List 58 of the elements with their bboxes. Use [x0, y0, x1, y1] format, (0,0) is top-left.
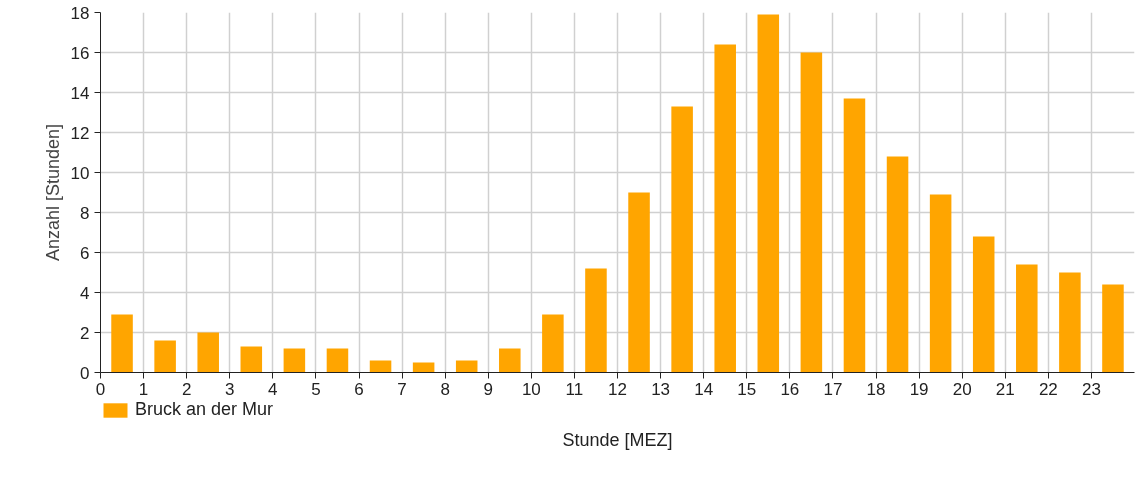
x-tick-label: 0: [95, 379, 106, 399]
x-tick-label: 20: [952, 379, 972, 399]
y-tick-label: 4: [80, 283, 90, 303]
x-tick-label: 19: [909, 379, 929, 399]
y-tick-label: 18: [70, 3, 90, 23]
bar: [154, 340, 176, 373]
bar: [929, 194, 952, 373]
bar: [714, 44, 736, 373]
y-tick-label: 0: [80, 363, 90, 383]
bar: [240, 346, 263, 373]
x-tick-label: 15: [737, 379, 757, 399]
bar: [628, 192, 650, 373]
bar: [671, 106, 693, 373]
x-tick-label: 9: [483, 379, 493, 399]
x-tick-label: 21: [995, 379, 1015, 399]
x-tick-label: 4: [268, 379, 278, 399]
x-tick-label: 8: [440, 379, 450, 399]
bar: [542, 314, 564, 373]
x-tick-label: 1: [138, 379, 149, 399]
bar: [585, 268, 607, 373]
bar: [886, 156, 909, 373]
y-tick-label: 10: [70, 163, 90, 183]
x-tick-label: 10: [521, 379, 541, 399]
bar: [1016, 264, 1038, 373]
bar: [800, 52, 823, 373]
x-tick-label: 23: [1081, 379, 1101, 399]
x-tick-label: 2: [181, 379, 192, 399]
bar: [283, 348, 306, 373]
bar: [757, 14, 780, 373]
bar: [197, 332, 219, 373]
bar: [326, 348, 349, 373]
y-tick-label: 12: [70, 123, 90, 143]
y-tick-label: 2: [80, 323, 90, 343]
x-tick-label: 14: [694, 379, 714, 399]
x-tick-label: 5: [311, 379, 321, 399]
x-tick-label: 22: [1038, 379, 1058, 399]
x-tick-label: 3: [225, 379, 235, 399]
legend-label: Bruck an der Mur: [135, 399, 274, 420]
y-tick-label: 14: [70, 83, 90, 103]
bar: [1102, 284, 1124, 373]
y-tick-label: 8: [80, 203, 90, 223]
x-tick-label: 13: [651, 379, 671, 399]
y-tick-label: 16: [70, 43, 90, 63]
x-axis-title: Stunde [MEZ]: [562, 429, 673, 450]
y-axis-title: Anzahl [Stunden]: [42, 123, 63, 262]
x-tick-label: 12: [608, 379, 627, 399]
x-tick-label: 16: [780, 379, 800, 399]
x-tick-label: 7: [397, 379, 407, 399]
bar: [972, 236, 995, 373]
x-tick-label: 6: [354, 379, 364, 399]
x-tick-label: 17: [823, 379, 843, 399]
x-tick-label: 11: [565, 379, 584, 399]
bar: [1059, 272, 1081, 373]
bar: [111, 314, 133, 373]
bar: [843, 98, 866, 373]
x-tick-label: 18: [866, 379, 886, 399]
bar: [499, 348, 521, 373]
y-tick-label: 6: [80, 243, 90, 263]
